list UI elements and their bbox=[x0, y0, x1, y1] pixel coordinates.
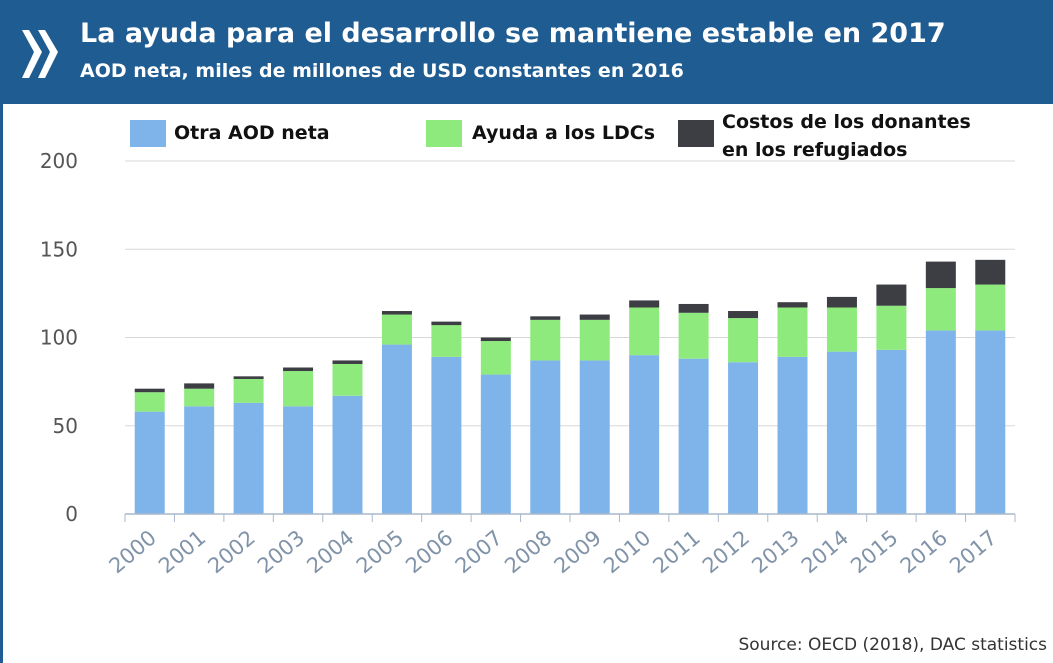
x-tick-label: 2003 bbox=[253, 525, 309, 578]
bar-segment bbox=[184, 383, 215, 389]
logo bbox=[22, 30, 58, 78]
bar-segment bbox=[431, 325, 462, 357]
x-tick-label: 2013 bbox=[747, 525, 803, 578]
x-tick-label: 2007 bbox=[451, 525, 507, 578]
bar-segment bbox=[975, 284, 1006, 331]
bar-segment bbox=[530, 319, 561, 361]
bar-segment bbox=[431, 321, 462, 326]
bar-segment bbox=[233, 378, 264, 403]
bar-segment bbox=[777, 356, 808, 514]
bar-segment bbox=[629, 355, 660, 514]
bar-segment bbox=[876, 284, 907, 306]
bar-segment bbox=[332, 363, 363, 396]
y-tick-label: 200 bbox=[40, 149, 78, 173]
bar-segment bbox=[777, 302, 808, 308]
chart-title: La ayuda para el desarrollo se mantiene … bbox=[80, 18, 946, 49]
bar-segment bbox=[283, 371, 314, 407]
x-tick-label: 2016 bbox=[896, 525, 952, 578]
bar-segment bbox=[134, 392, 165, 412]
bar-segment bbox=[332, 395, 363, 514]
bar-segment bbox=[826, 296, 857, 308]
x-tick-label: 2010 bbox=[599, 525, 655, 578]
bar-segment bbox=[876, 349, 907, 514]
x-tick-label: 2004 bbox=[302, 525, 358, 578]
bar-segment bbox=[579, 314, 610, 320]
bar-segment bbox=[579, 319, 610, 361]
bar-segment bbox=[925, 261, 956, 289]
header: La ayuda para el desarrollo se mantiene … bbox=[0, 0, 1053, 104]
bar-segment bbox=[826, 351, 857, 514]
bar-segment bbox=[184, 388, 215, 407]
legend-swatch bbox=[130, 120, 166, 147]
x-tick-label: 2017 bbox=[945, 525, 1001, 578]
bar-segment bbox=[480, 374, 511, 514]
bar-segment bbox=[134, 411, 165, 514]
bar-segment bbox=[777, 307, 808, 357]
bar-segment bbox=[975, 259, 1006, 285]
bar-segment bbox=[134, 388, 165, 393]
bar-segment bbox=[283, 406, 314, 514]
x-tick-label: 2008 bbox=[500, 525, 556, 578]
x-tick-label: 2012 bbox=[698, 525, 754, 578]
bar-segment bbox=[629, 300, 660, 308]
y-tick-label: 0 bbox=[65, 502, 78, 526]
x-tick-label: 2011 bbox=[648, 525, 704, 578]
bar-segment bbox=[728, 318, 759, 363]
bar-segment bbox=[233, 402, 264, 514]
bar-segment bbox=[678, 358, 709, 514]
bar-segment bbox=[678, 312, 709, 359]
x-tick-label: 2006 bbox=[401, 525, 457, 578]
x-tick-label: 2015 bbox=[846, 525, 902, 578]
chart-subtitle: AOD neta, miles de millones de USD const… bbox=[80, 60, 684, 82]
bar-segment bbox=[678, 303, 709, 313]
source-note: Source: OECD (2018), DAC statistics bbox=[738, 635, 1047, 655]
bar-segment bbox=[975, 330, 1006, 514]
bar-segment bbox=[579, 360, 610, 514]
y-tick-label: 150 bbox=[40, 237, 78, 261]
legend-label: Costos de los donantes en los refugiados bbox=[722, 111, 971, 161]
bar-segment bbox=[925, 330, 956, 514]
bar-segment bbox=[480, 341, 511, 375]
bar-segment bbox=[381, 314, 412, 345]
legend-label: Otra AOD neta bbox=[174, 122, 330, 144]
legend-label: Ayuda a los LDCs bbox=[472, 122, 656, 144]
bar-segment bbox=[233, 376, 264, 379]
bar-segment bbox=[332, 360, 363, 364]
bar-segment bbox=[876, 305, 907, 350]
bar-segment bbox=[431, 356, 462, 514]
frame-edge bbox=[0, 104, 3, 663]
bar-segment bbox=[381, 311, 412, 315]
x-tick-label: 2002 bbox=[203, 525, 259, 578]
bar-segment bbox=[530, 316, 561, 320]
bar-segment bbox=[530, 360, 561, 514]
bar-segment bbox=[728, 362, 759, 514]
bar-segment bbox=[728, 311, 759, 319]
x-tick-label: 2009 bbox=[550, 525, 606, 578]
legend-swatch bbox=[426, 120, 462, 147]
y-tick-label: 50 bbox=[53, 414, 78, 438]
bar-segment bbox=[283, 367, 314, 372]
legend-swatch bbox=[678, 120, 714, 147]
x-tick-label: 2000 bbox=[105, 525, 161, 578]
bar-segment bbox=[480, 337, 511, 342]
y-tick-label: 100 bbox=[40, 326, 78, 350]
bar-segment bbox=[826, 307, 857, 352]
bar-segment bbox=[381, 344, 412, 514]
x-tick-label: 2001 bbox=[154, 525, 210, 578]
x-tick-label: 2014 bbox=[797, 525, 853, 578]
bar-segment bbox=[925, 288, 956, 331]
bar-segment bbox=[629, 307, 660, 356]
bar-segment bbox=[184, 406, 215, 514]
x-tick-label: 2005 bbox=[352, 525, 408, 578]
